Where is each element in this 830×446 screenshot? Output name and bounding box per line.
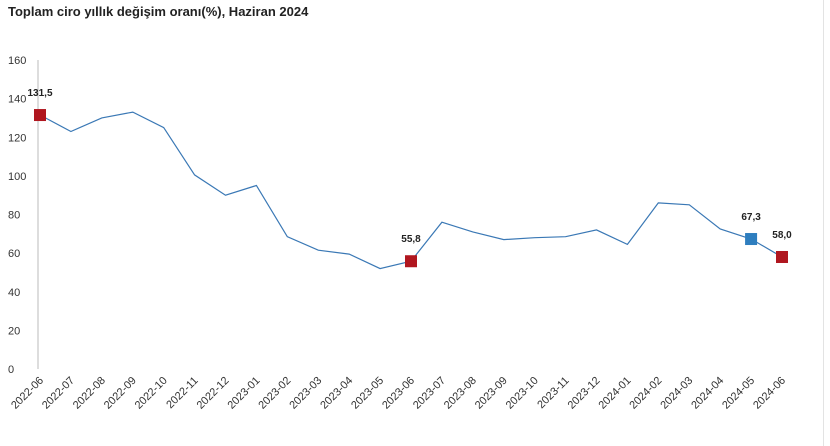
data-point [657, 201, 660, 204]
x-tick-label: 2024-01 [597, 375, 634, 412]
data-label: 67,3 [741, 212, 761, 223]
x-tick-label: 2023-06 [380, 375, 417, 412]
data-point [688, 203, 691, 206]
data-point [595, 228, 598, 231]
y-tick-label: 20 [8, 325, 20, 337]
data-point [317, 249, 320, 252]
data-point [69, 130, 72, 133]
data-point [131, 111, 134, 114]
x-tick-label: 2023-11 [535, 375, 571, 411]
data-point [193, 173, 196, 176]
x-tick-label: 2022-09 [102, 375, 139, 412]
data-point [255, 184, 258, 187]
highlight-marker [405, 255, 417, 268]
highlight-marker [745, 233, 758, 246]
panel-divider [823, 0, 824, 446]
data-point [533, 236, 536, 239]
x-tick-label: 2023-02 [256, 375, 293, 412]
x-tick-label: 2023-10 [504, 375, 541, 412]
x-tick-label: 2022-12 [195, 375, 232, 412]
y-tick-label: 0 [8, 364, 14, 376]
y-tick-label: 60 [8, 248, 20, 260]
data-label: 58,0 [772, 230, 792, 241]
data-point [471, 230, 474, 233]
x-tick-label: 2023-01 [226, 375, 263, 412]
x-tick-label: 2023-08 [442, 375, 479, 412]
x-tick-label: 2023-05 [349, 375, 386, 412]
data-point [440, 221, 443, 224]
highlight-marker [34, 109, 46, 122]
x-tick-label: 2022-07 [40, 375, 77, 412]
x-tick-label: 2024-06 [751, 375, 788, 412]
x-tick-label: 2024-04 [689, 375, 726, 412]
y-tick-label: 100 [8, 171, 26, 183]
x-tick-label: 2022-10 [133, 375, 170, 412]
y-tick-label: 160 [8, 55, 26, 67]
x-tick-label: 2023-12 [566, 375, 603, 412]
x-tick-label: 2024-02 [627, 375, 664, 412]
y-tick-label: 40 [8, 287, 20, 299]
x-tick-label: 2023-09 [473, 375, 510, 412]
data-point [100, 116, 103, 119]
y-tick-label: 80 [8, 210, 20, 222]
x-tick-label: 2022-11 [164, 375, 200, 411]
chart-title: Toplam ciro yıllık değişim oranı(%), Haz… [8, 4, 309, 19]
data-point [286, 235, 289, 238]
x-tick-label: 2024-05 [720, 375, 757, 412]
data-label: 131,5 [27, 88, 52, 99]
data-point [719, 227, 722, 230]
data-point [379, 267, 382, 270]
data-point [224, 194, 227, 197]
x-tick-label: 2022-08 [71, 375, 108, 412]
y-tick-label: 120 [8, 132, 26, 144]
x-tick-label: 2023-07 [411, 375, 448, 412]
data-point [626, 243, 629, 246]
data-label: 55,8 [401, 234, 421, 245]
x-tick-label: 2023-04 [318, 375, 355, 412]
x-tick-label: 2022-06 [9, 375, 46, 412]
data-point [348, 253, 351, 256]
y-tick-label: 140 [8, 94, 26, 106]
data-point [502, 238, 505, 241]
data-point [564, 235, 567, 238]
x-tick-label: 2024-03 [658, 375, 695, 412]
x-tick-label: 2023-03 [287, 375, 324, 412]
highlight-marker [776, 250, 788, 263]
data-point [162, 126, 165, 129]
